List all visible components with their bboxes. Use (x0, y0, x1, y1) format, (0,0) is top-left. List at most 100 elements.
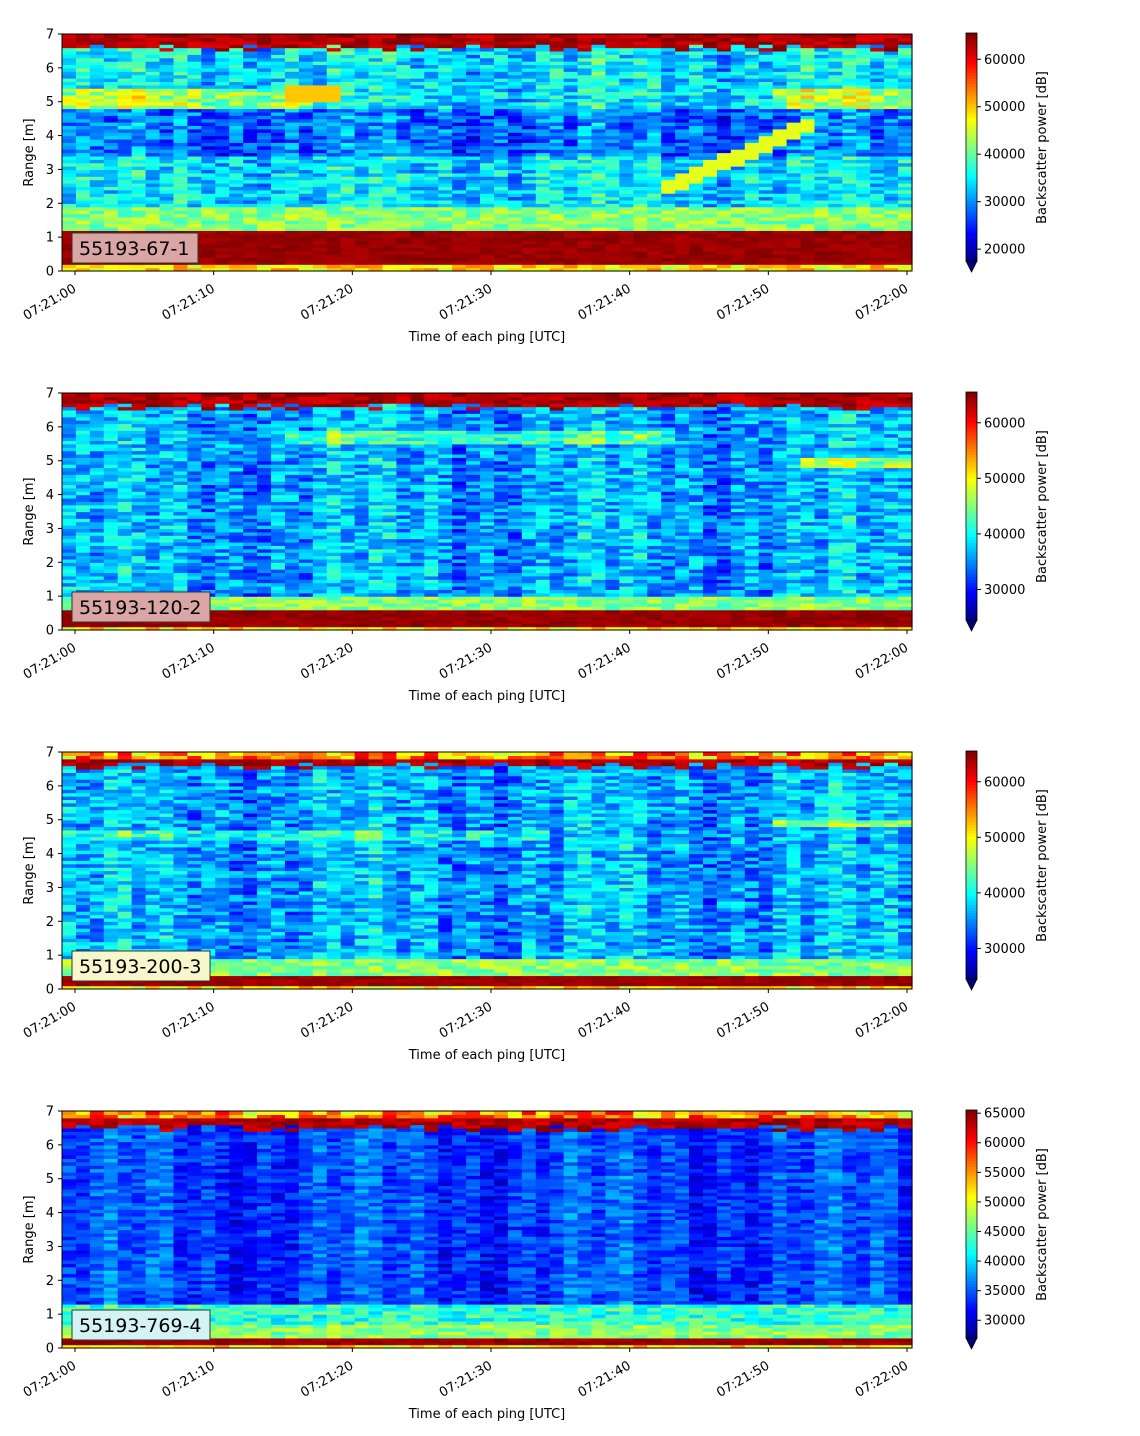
heatmap-cell (187, 61, 202, 66)
colorbar-segment (966, 135, 977, 139)
heatmap-cell (298, 64, 314, 69)
heatmap-cell (271, 64, 286, 69)
heatmap-cell (229, 196, 244, 201)
colorbar-segment (966, 155, 977, 159)
heatmap-cell (145, 34, 161, 38)
heatmap-cell (215, 118, 230, 123)
heatmap-cell (187, 182, 202, 187)
heatmap-cell (298, 34, 314, 38)
heatmap-cell (271, 135, 286, 140)
heatmap-cell (159, 50, 175, 55)
heatmap-cell (243, 34, 258, 38)
heatmap-cell (173, 210, 189, 215)
heatmap-cell (786, 34, 802, 38)
heatmap-cell (284, 196, 300, 201)
heatmap-cell (243, 135, 258, 140)
heatmap-cell (215, 179, 230, 184)
heatmap-cell (229, 237, 244, 242)
heatmap-cell (298, 233, 314, 238)
heatmap-cell (201, 264, 216, 269)
heatmap-cell (159, 199, 175, 204)
heatmap-cell (89, 115, 105, 120)
heatmap-cell (271, 37, 286, 42)
heatmap-cell (284, 243, 300, 248)
heatmap-cell (159, 216, 175, 221)
heatmap-cell (159, 155, 175, 160)
heatmap-cell (145, 223, 161, 228)
heatmap-cell (271, 115, 286, 120)
heatmap-cell (117, 91, 133, 96)
heatmap-cell (89, 264, 105, 269)
station-label: 55193-67-1 (79, 238, 189, 260)
heatmap-cell (173, 169, 189, 174)
heatmap-cell (284, 145, 300, 150)
heatmap-cell (103, 57, 119, 62)
heatmap-cell (284, 105, 300, 110)
heatmap-cell (298, 172, 314, 177)
heatmap-cell (131, 220, 147, 225)
heatmap-cell (312, 166, 328, 171)
heatmap-cell (229, 122, 244, 127)
heatmap-cell (89, 182, 105, 187)
heatmap-cell (173, 176, 189, 181)
colorbar-segment (966, 221, 977, 225)
heatmap-cell (257, 71, 272, 76)
heatmap-cell (131, 179, 147, 184)
heatmap-cell (312, 260, 328, 265)
heatmap-cell (62, 135, 77, 140)
heatmap-cell (298, 138, 314, 143)
heatmap-cell (173, 81, 189, 86)
heatmap-cell (75, 74, 91, 79)
heatmap-cell (145, 203, 161, 208)
heatmap-cell (284, 57, 300, 62)
heatmap-cell (75, 54, 91, 59)
heatmap-cell (62, 186, 77, 191)
heatmap-cell (284, 108, 300, 113)
heatmap-cell (89, 132, 105, 137)
heatmap-cell (145, 196, 161, 201)
heatmap-cell (145, 101, 161, 106)
heatmap-cell (89, 138, 105, 143)
heatmap-cell (284, 237, 300, 242)
heatmap-cell (103, 155, 119, 160)
heatmap-cell (312, 257, 328, 262)
heatmap-cell (75, 199, 91, 204)
heatmap-cell (187, 74, 202, 79)
heatmap-cell (131, 57, 147, 62)
colorbar-segment (966, 241, 977, 245)
heatmap-cell (62, 34, 77, 38)
heatmap-cell (75, 122, 91, 127)
heatmap-cell (159, 128, 175, 133)
heatmap-cell (271, 91, 286, 96)
heatmap-cell (117, 34, 133, 38)
heatmap-cell (159, 105, 175, 110)
heatmap-cell (298, 128, 314, 133)
heatmap-cell (312, 250, 328, 255)
heatmap-cell (131, 186, 147, 191)
y-axis-label: Range [m] (22, 118, 37, 186)
heatmap-cell (284, 159, 300, 164)
heatmap-cell (271, 142, 286, 147)
heatmap-cell (131, 135, 147, 140)
heatmap-cell (117, 162, 133, 167)
heatmap-cell (145, 67, 161, 72)
heatmap-cell (229, 260, 244, 265)
heatmap-cell (145, 162, 161, 167)
heatmap-cell (145, 115, 161, 120)
heatmap-cell (298, 67, 314, 72)
colorbar-segment (966, 186, 977, 191)
heatmap-cell (298, 47, 314, 52)
heatmap-cell (75, 213, 91, 218)
heatmap-cell (271, 149, 286, 154)
heatmap-cell (117, 40, 133, 45)
heatmap-cell (62, 108, 77, 113)
heatmap-cell (243, 216, 258, 221)
heatmap-cell (298, 176, 314, 181)
heatmap-cell (215, 189, 230, 194)
heatmap-cell (103, 37, 119, 42)
heatmap-cell (229, 64, 244, 69)
heatmap-cell (298, 186, 314, 191)
heatmap-cell (187, 128, 202, 133)
colorbar-segment (966, 201, 977, 205)
heatmap-cell (187, 226, 202, 231)
